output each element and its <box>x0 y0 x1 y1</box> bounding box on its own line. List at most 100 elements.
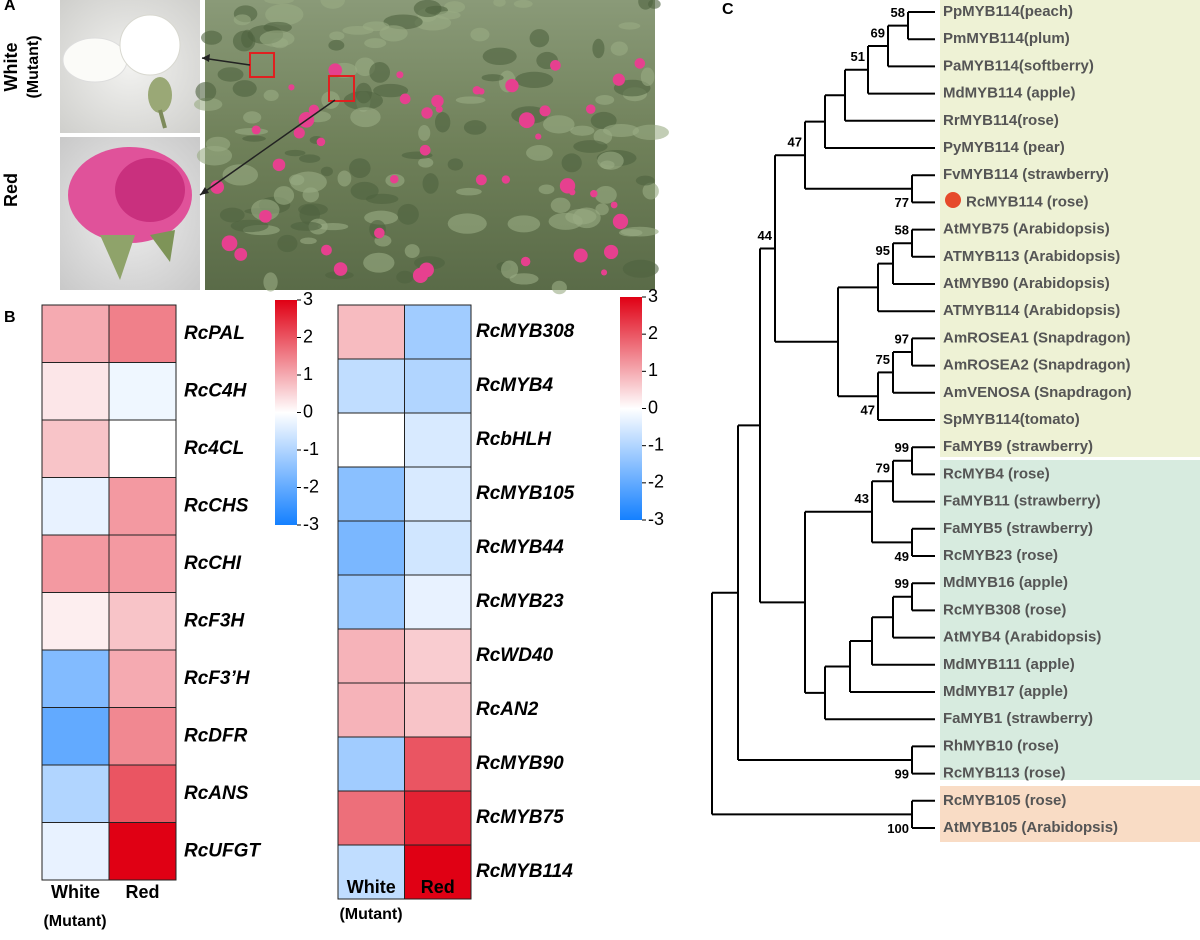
rose-bloom <box>535 133 542 140</box>
heatmap-cell <box>337 466 405 522</box>
leaf-label: RhMYB10 (rose) <box>943 737 1059 754</box>
leaf-label: AmROSEA2 (Snapdragon) <box>943 357 1131 374</box>
photo-label: White <box>1 43 21 92</box>
rose-bloom <box>210 180 225 194</box>
foliage <box>205 136 231 152</box>
rose-bloom <box>539 105 551 117</box>
rose-bloom <box>293 127 305 139</box>
foliage <box>328 39 345 51</box>
column-note: (Mutant) <box>339 906 402 923</box>
gene-label: RcWD40 <box>476 645 554 666</box>
leaf-label: AmVENOSA (Snapdragon) <box>943 384 1132 401</box>
foliage <box>602 123 640 138</box>
foliage <box>230 219 269 233</box>
arrow-head <box>202 54 210 62</box>
leaf-label: RcMYB105 (rose) <box>943 792 1066 809</box>
gene-label: RcPAL <box>184 323 245 344</box>
leaf-label: PyMYB114 (pear) <box>943 139 1065 156</box>
leaf-label: AtMYB105 (Arabidopsis) <box>943 819 1118 836</box>
heatmap-cell <box>41 707 110 766</box>
foliage <box>456 187 482 196</box>
foliage <box>482 47 517 66</box>
foliage <box>640 67 655 87</box>
heatmap-cell <box>41 764 110 823</box>
bootstrap-label: 47 <box>861 403 875 418</box>
highlight-box <box>328 75 355 102</box>
heatmap-cell <box>337 574 405 630</box>
heatmap-cell <box>404 358 472 414</box>
foliage <box>242 135 266 142</box>
leaf-label: RcMYB4 (rose) <box>943 465 1050 482</box>
foliage <box>251 199 280 221</box>
rose-bloom <box>328 63 343 78</box>
leaf-label: MdMYB111 (apple) <box>943 656 1075 673</box>
colorbar <box>620 297 642 520</box>
foliage <box>515 71 554 89</box>
rose-bloom <box>396 71 404 79</box>
foliage <box>435 11 461 20</box>
rose-bloom <box>316 137 326 147</box>
clade-band <box>940 460 1200 780</box>
gene-label: RcMYB308 <box>476 321 575 342</box>
rose-bloom <box>419 262 434 278</box>
foliage <box>418 125 431 141</box>
foliage <box>404 244 420 259</box>
heatmap-cell <box>41 534 110 593</box>
heatmap-cell <box>108 477 177 536</box>
rose-bloom <box>308 104 320 115</box>
leaf-label: PmMYB114(plum) <box>943 30 1070 47</box>
foliage <box>434 112 451 133</box>
colorbar-tick-label: 0 <box>303 401 313 421</box>
gene-label: RcMYB4 <box>476 375 554 396</box>
rose-bloom <box>421 107 433 119</box>
foliage <box>329 31 345 41</box>
rose-bloom <box>390 174 399 184</box>
foliage <box>234 127 269 136</box>
foliage <box>320 166 333 177</box>
foliage <box>363 252 395 273</box>
foliage <box>277 234 298 253</box>
bootstrap-label: 47 <box>788 135 802 150</box>
photo-rose-field <box>193 0 669 295</box>
heatmap-cell <box>337 790 405 846</box>
foliage <box>597 151 624 170</box>
rose-bloom <box>601 269 608 276</box>
heatmap-cell <box>41 477 110 536</box>
heatmap-cell <box>41 304 110 363</box>
foliage <box>263 272 278 292</box>
gene-label: RcMYB105 <box>476 483 575 504</box>
foliage <box>595 203 609 216</box>
heatmap-cell <box>337 736 405 792</box>
leaf-label: FaMYB5 (strawberry) <box>943 520 1093 537</box>
leaf-label: AtMYB4 (Arabidopsis) <box>943 629 1101 646</box>
rose-bloom <box>612 213 629 230</box>
rose-bloom <box>321 244 332 256</box>
colorbar <box>275 300 297 525</box>
foliage <box>513 0 533 8</box>
clade-band <box>940 0 1200 457</box>
rose-bloom <box>221 235 238 252</box>
heatmap-cell <box>404 844 472 900</box>
panel-label: A <box>4 0 16 14</box>
rose-bloom <box>520 256 531 267</box>
colorbar-tick-label: 2 <box>303 326 313 346</box>
heatmap-cell <box>404 412 472 468</box>
leaf-label: FaMYB11 (strawberry) <box>943 493 1101 510</box>
gene-label: RcbHLH <box>476 429 552 450</box>
leaf-label: RcMYB114 (rose) <box>966 193 1089 210</box>
leaf-label: AmROSEA1 (Snapdragon) <box>943 329 1131 346</box>
heatmap-cell <box>337 304 405 360</box>
foliage <box>447 213 487 234</box>
foliage <box>455 96 486 104</box>
foliage <box>551 280 567 295</box>
heatmap-cell <box>108 822 177 881</box>
gene-label: RcMYB23 <box>476 591 564 612</box>
bootstrap-label: 100 <box>887 821 909 836</box>
gene-label: RcDFR <box>184 725 248 746</box>
colorbar-tick-label: -3 <box>648 509 664 529</box>
heatmap-cell <box>404 628 472 684</box>
foliage <box>263 89 279 102</box>
foliage <box>561 153 582 173</box>
leaf-label: RcMYB23 (rose) <box>943 547 1058 564</box>
bootstrap-label: 95 <box>876 243 890 258</box>
